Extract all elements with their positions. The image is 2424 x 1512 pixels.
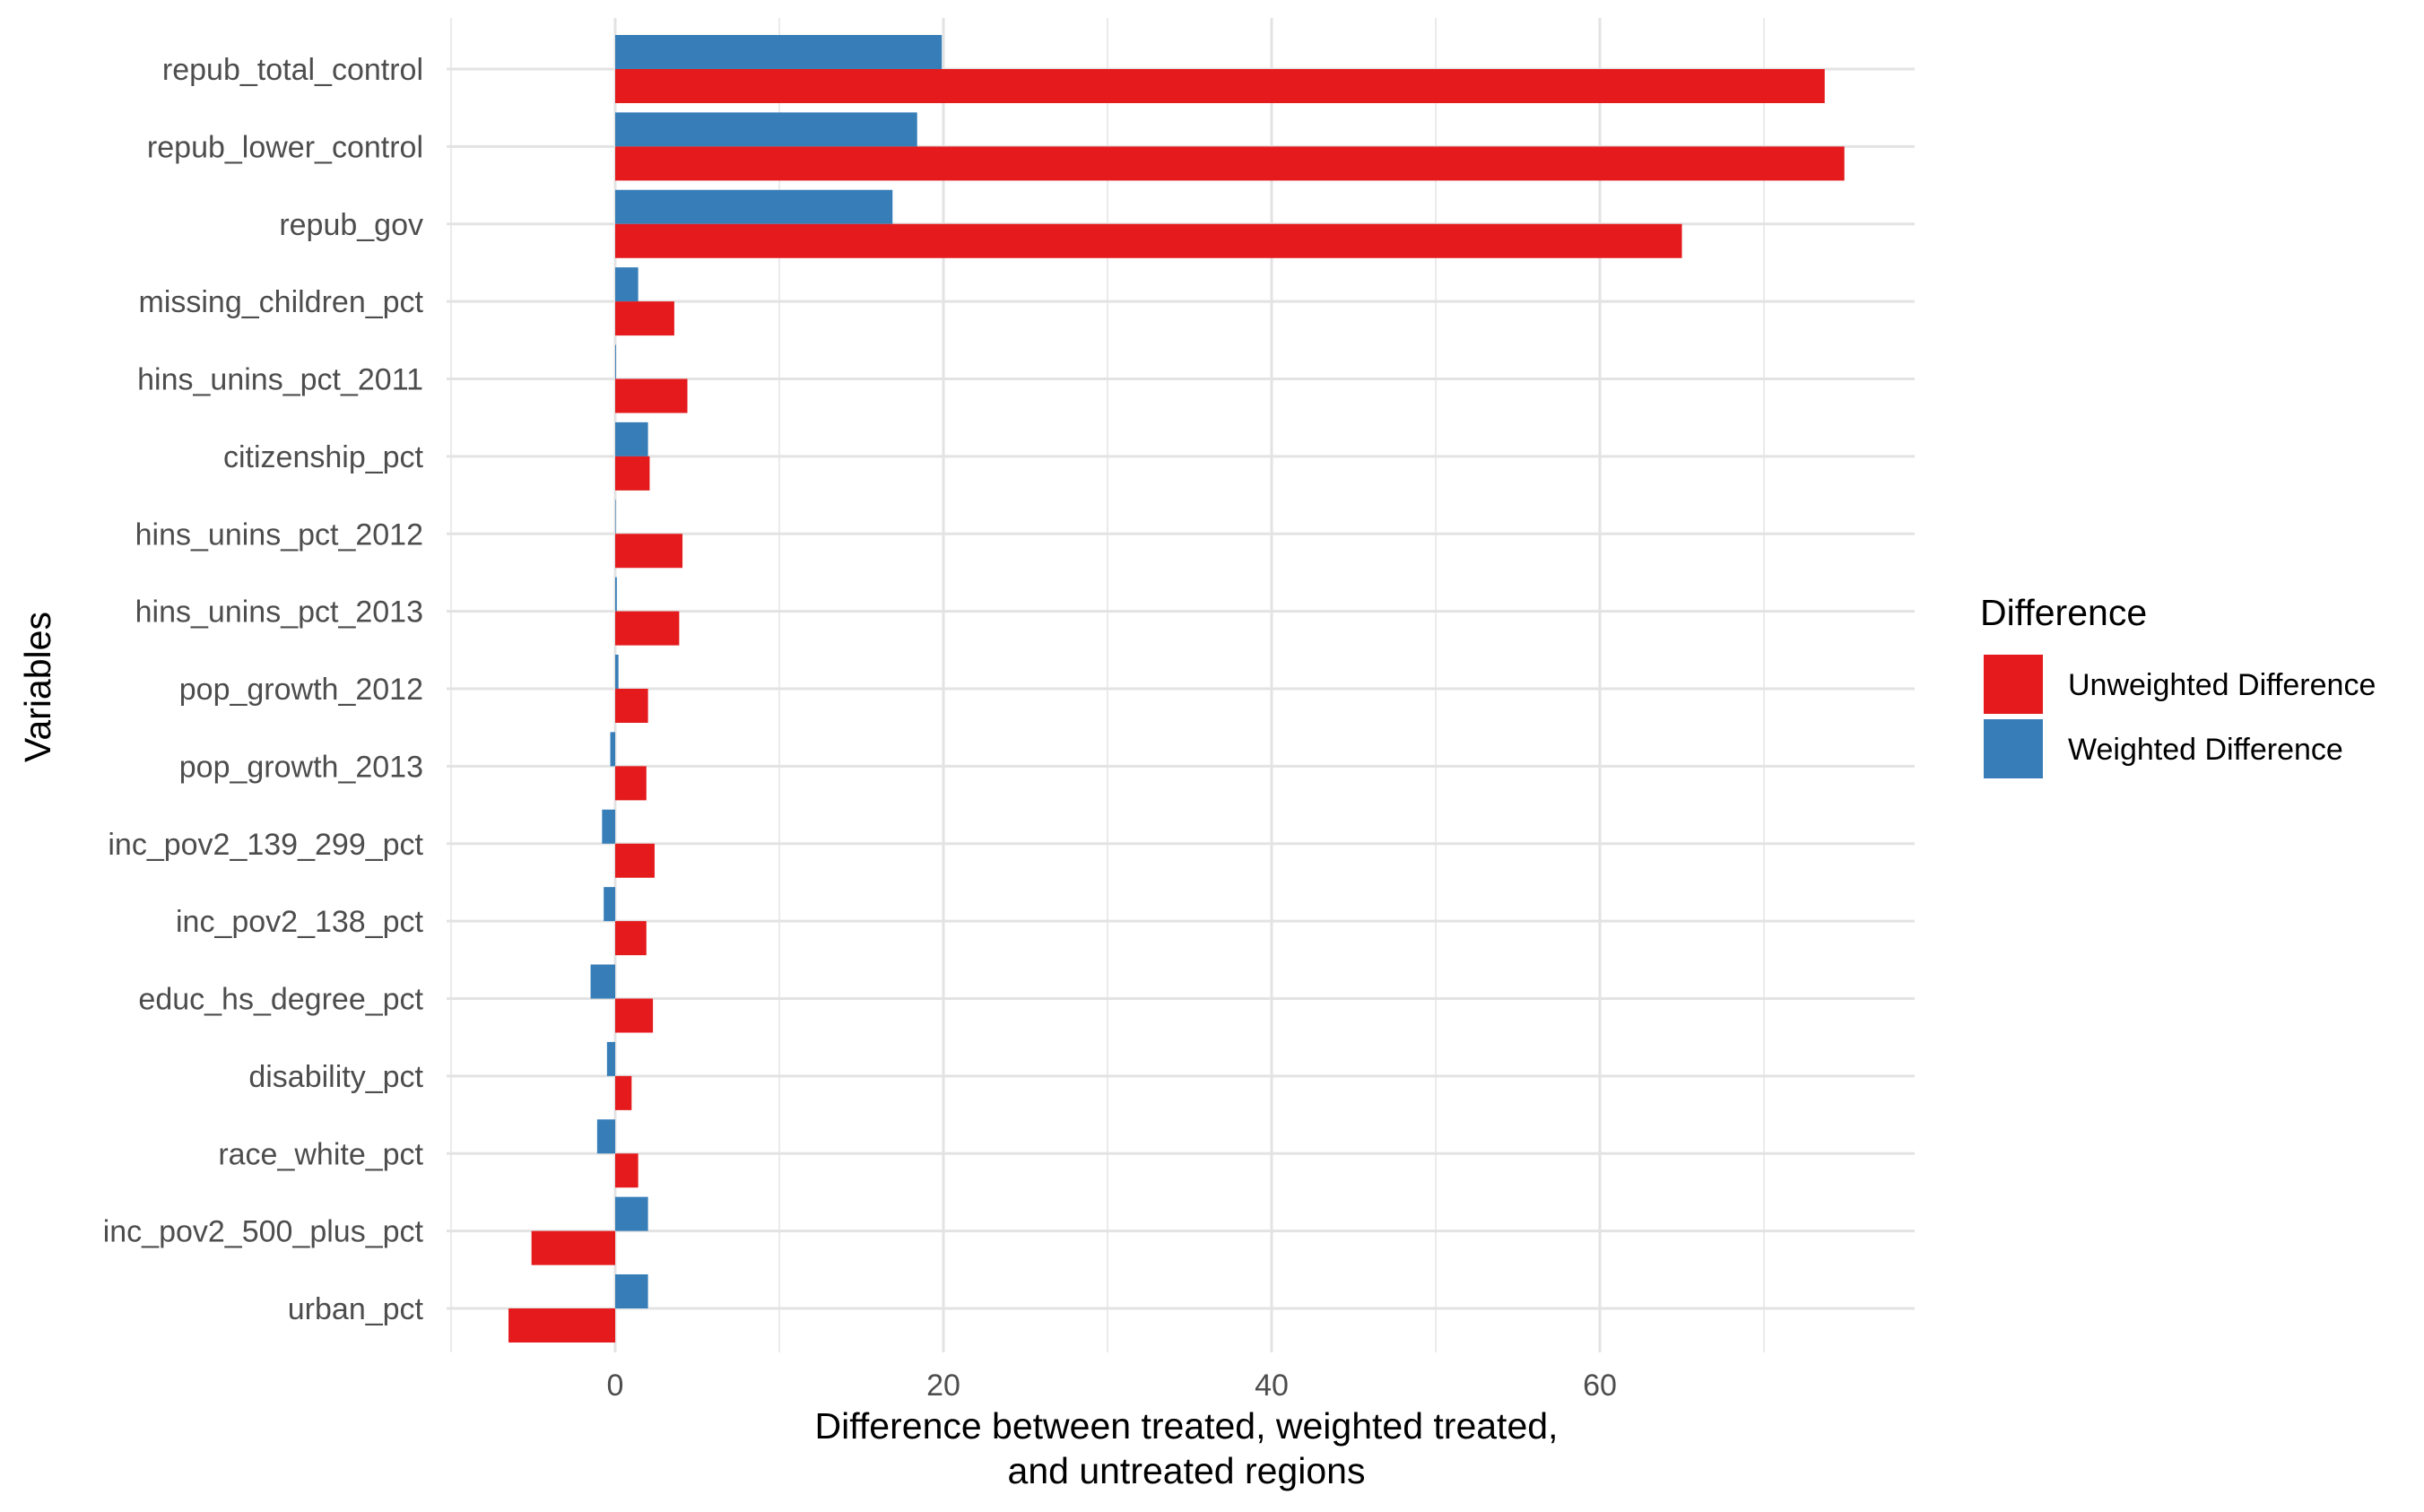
y-tick-label: race_white_pct [218,1137,423,1171]
bar-weighted-repub_total_control [615,35,943,69]
bar-weighted-pop_growth_2012 [615,655,619,689]
legend-key-weighted [1984,719,2043,778]
bar-unweighted-citizenship_pct [615,456,650,491]
y-axis-title: Variables [17,612,58,762]
bar-unweighted-inc_pov2_138_pct [615,921,647,956]
bar-unweighted-pop_growth_2012 [615,689,648,723]
bar-weighted-disability_pct [606,1041,615,1076]
y-tick-label: repub_total_control [162,53,423,87]
y-tick-label: inc_pov2_138_pct [176,905,424,939]
bar-unweighted-repub_gov [615,223,1682,258]
bar-weighted-inc_pov2_138_pct [604,887,615,922]
x-tick-label: 40 [1255,1369,1289,1403]
bar-unweighted-educ_hs_degree_pct [615,998,654,1033]
axis-layer: Difference between treated, weighted tre… [17,53,1617,1491]
bar-unweighted-missing_children_pct [615,301,674,336]
y-tick-label: hins_unins_pct_2013 [135,595,423,630]
legend-label-unweighted: Unweighted Difference [2068,668,2376,702]
bar-weighted-educ_hs_degree_pct [590,964,615,999]
bar-weighted-repub_lower_control [615,112,917,147]
bar-weighted-citizenship_pct [615,421,648,456]
bar-unweighted-repub_total_control [615,69,1825,103]
x-tick-label: 60 [1583,1369,1617,1403]
y-tick-label: inc_pov2_500_plus_pct [103,1215,424,1249]
legend: Difference Unweighted Difference Weighted… [1980,592,2376,778]
legend-key-unweighted [1984,655,2043,714]
bar-weighted-repub_gov [615,189,893,224]
y-tick-label: missing_children_pct [139,285,424,319]
y-tick-label: educ_hs_degree_pct [138,983,423,1017]
x-axis-title-line-1: Difference between treated, weighted tre… [815,1405,1559,1447]
y-tick-label: inc_pov2_139_299_pct [108,828,423,862]
y-tick-label: citizenship_pct [223,440,424,474]
bar-weighted-missing_children_pct [615,267,639,302]
bar-unweighted-hins_unins_pct_2011 [615,378,688,413]
bar-weighted-hins_unins_pct_2011 [615,344,616,379]
y-tick-label: urban_pct [288,1292,424,1326]
y-tick-label: hins_unins_pct_2012 [135,517,423,552]
bar-weighted-hins_unins_pct_2012 [615,500,616,534]
bar-unweighted-inc_pov2_500_plus_pct [531,1230,615,1265]
bar-unweighted-hins_unins_pct_2013 [615,611,680,646]
bar-unweighted-urban_pct [508,1308,615,1343]
bar-unweighted-inc_pov2_139_299_pct [615,843,655,878]
bar-unweighted-repub_lower_control [615,146,1845,181]
legend-title: Difference [1980,592,2147,633]
bar-unweighted-pop_growth_2013 [615,766,647,801]
y-tick-label: hins_unins_pct_2011 [137,363,423,397]
legend-label-weighted: Weighted Difference [2068,733,2343,767]
bar-weighted-hins_unins_pct_2013 [615,577,617,612]
y-tick-label: pop_growth_2012 [179,673,423,707]
y-tick-label: repub_lower_control [147,130,423,164]
bar-weighted-race_white_pct [596,1119,615,1154]
y-tick-label: repub_gov [279,208,423,242]
y-tick-label: disability_pct [248,1060,423,1094]
bars-layer [508,35,1845,1343]
x-tick-label: 0 [607,1369,624,1403]
x-axis-title-line-2: and untreated regions [1008,1450,1366,1491]
bar-weighted-pop_growth_2013 [610,732,615,767]
bar-weighted-inc_pov2_139_299_pct [602,809,615,844]
y-tick-label: pop_growth_2013 [179,750,423,784]
x-tick-label: 20 [926,1369,960,1403]
bar-unweighted-race_white_pct [615,1153,639,1188]
bar-weighted-inc_pov2_500_plus_pct [615,1196,648,1231]
bar-unweighted-disability_pct [615,1075,632,1110]
bar-unweighted-hins_unins_pct_2012 [615,534,683,569]
bar-weighted-urban_pct [615,1274,648,1308]
